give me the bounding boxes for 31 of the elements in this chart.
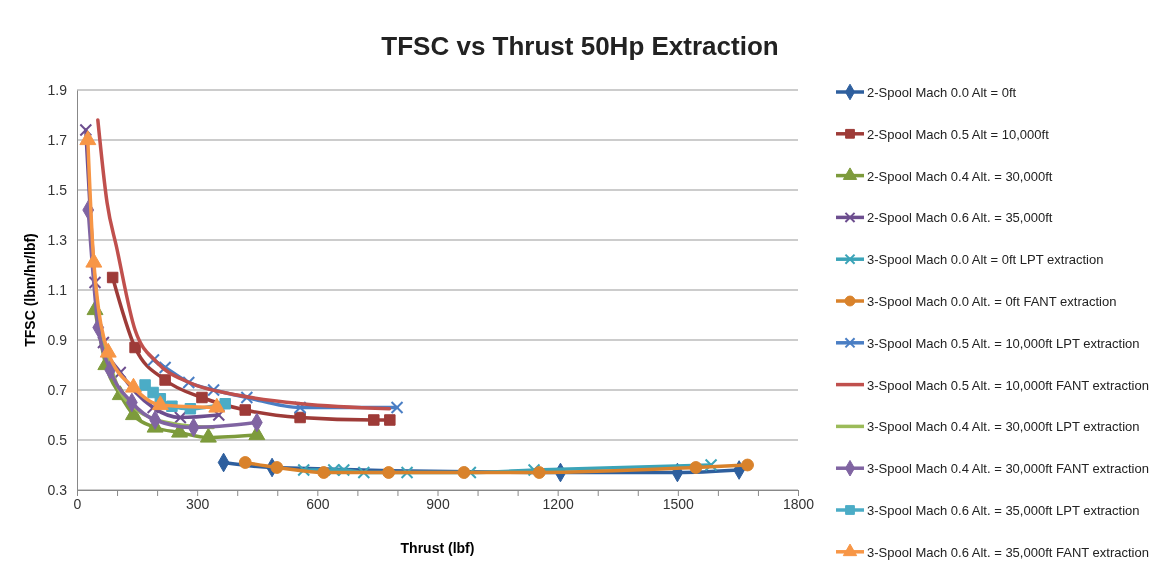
legend-label: 3-Spool Mach 0.5 Alt. = 10,000ft FANT extraction — [867, 377, 1149, 393]
chart-title: TFSC vs Thrust 50Hp Extraction — [381, 31, 779, 61]
y-tick-label: 1.9 — [47, 81, 68, 98]
y-axis-title: TFSC (lbm/hr/lbf) — [22, 233, 38, 347]
legend-label: 2-Spool Mach 0.6 Alt. = 35,000ft — [867, 210, 1053, 226]
legend-label: 2-Spool Mach 0.4 Alt. = 30,000ft — [867, 168, 1053, 184]
x-tick-label: 1800 — [782, 495, 815, 512]
x-tick-label: 0 — [73, 495, 82, 512]
x-tick-label: 1500 — [662, 495, 695, 512]
legend-label: 3-Spool Mach 0.6 Alt. = 35,000ft FANT extraction — [867, 544, 1149, 560]
y-tick-label: 0.9 — [47, 331, 68, 348]
legend-label: 3-Spool Mach 0.4 Alt. = 30,000ft LPT extraction — [867, 419, 1140, 435]
legend-label: 2-Spool Mach 0.5 Alt = 10,000ft — [867, 126, 1050, 142]
y-tick-label: 1.5 — [47, 181, 68, 198]
x-tick-label: 1200 — [542, 495, 574, 512]
y-tick-label: 1.3 — [47, 231, 68, 248]
legend-label: 3-Spool Mach 0.4 Alt. = 30,000ft FANT extraction — [867, 461, 1149, 477]
x-tick-label: 900 — [426, 495, 450, 512]
legend-label: 3-Spool Mach 0.0 Alt = 0ft LPT extraction — [867, 252, 1104, 268]
y-tick-label: 0.7 — [47, 381, 68, 398]
y-tick-label: 1.1 — [47, 281, 68, 298]
legend-label: 3-Spool Mach 0.6 Alt. = 35,000ft LPT extraction — [867, 503, 1140, 518]
y-tick-label: 1.7 — [47, 131, 68, 148]
x-axis-title: Thrust (lbf) — [400, 540, 475, 556]
y-tick-label: 0.3 — [47, 481, 68, 498]
x-tick-label: 600 — [306, 495, 330, 512]
x-tick-label: 300 — [185, 495, 210, 512]
legend-label: 3-Spool Mach 0.5 Alt. = 10,000ft LPT extraction — [867, 335, 1140, 351]
legend-label: 3-Spool Mach 0.0 Alt. = 0ft FANT extraction — [867, 294, 1117, 309]
y-tick-label: 0.5 — [47, 431, 68, 448]
legend-label: 2-Spool Mach 0.0 Alt = 0ft — [867, 85, 1017, 100]
